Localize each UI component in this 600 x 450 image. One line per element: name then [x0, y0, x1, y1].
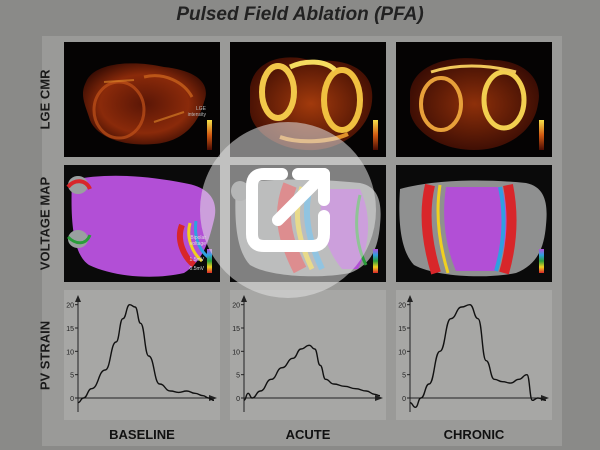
y-tick-label: 20 — [232, 303, 240, 310]
y-tick-label: 15 — [232, 326, 240, 333]
y-tick-label: 20 — [398, 303, 406, 310]
strain-chart-baseline: 0 5 10 15 20 — [64, 290, 220, 420]
lge-baseline-image: LGE intensity — [64, 42, 220, 157]
voltage-colorbar — [207, 249, 212, 273]
y-tick-label: 10 — [232, 349, 240, 356]
voltage-legend-label: Bipolar voltage — [189, 235, 206, 247]
voltage-colorbar — [539, 249, 544, 273]
voltage-legend-low: 0.5mV — [189, 266, 204, 272]
figure-title: Pulsed Field Ablation (PFA) — [176, 4, 424, 25]
strain-series-line — [409, 303, 547, 409]
strain-chart-chronic: 0 5 10 15 20 — [396, 290, 552, 420]
y-tick-label: 15 — [66, 326, 74, 333]
lge-colorbar — [539, 120, 544, 150]
y-tick-label: 15 — [398, 326, 406, 333]
y-tick-label: 0 — [402, 396, 406, 403]
y-tick-label: 10 — [66, 349, 74, 356]
column-label-baseline: BASELINE — [109, 427, 175, 442]
y-tick-label: 20 — [66, 303, 74, 310]
y-tick-label: 5 — [236, 373, 240, 380]
y-axis-arrow — [407, 295, 413, 302]
row-label-strain: PV STRAIN — [37, 320, 53, 391]
y-axis-arrow — [75, 295, 81, 302]
y-tick-label: 0 — [70, 396, 74, 403]
row-label-voltage: VOLTAGE MAP — [37, 176, 53, 271]
strain-series-line — [243, 344, 381, 402]
lge-legend-label: LGE intensity — [187, 106, 206, 118]
y-tick-label: 10 — [398, 349, 406, 356]
y-tick-label: 0 — [236, 396, 240, 403]
lge-colorbar — [207, 120, 212, 150]
voltage-map-chronic — [396, 165, 552, 282]
lge-chronic-image — [396, 42, 552, 157]
row-label-lge: LGE CMR — [37, 69, 53, 130]
strain-series-line — [77, 303, 215, 404]
y-tick-label: 5 — [70, 373, 74, 380]
strain-chart-acute: 0 5 10 15 20 — [230, 290, 386, 420]
column-label-chronic: CHRONIC — [443, 427, 505, 442]
column-label-acute: ACUTE — [285, 427, 331, 442]
open-external-overlay[interactable] — [200, 122, 376, 298]
lge-colorbar — [373, 120, 378, 150]
y-tick-label: 5 — [402, 373, 406, 380]
y-axis-arrow — [241, 295, 247, 302]
open-external-icon[interactable] — [200, 122, 376, 298]
x-axis-arrow — [375, 395, 383, 401]
voltage-map-baseline: Bipolar voltage 1.5mV 0.5mV — [64, 165, 220, 282]
voltage-legend-high: 1.5mV — [189, 257, 204, 263]
voltage-colorbar — [373, 249, 378, 273]
